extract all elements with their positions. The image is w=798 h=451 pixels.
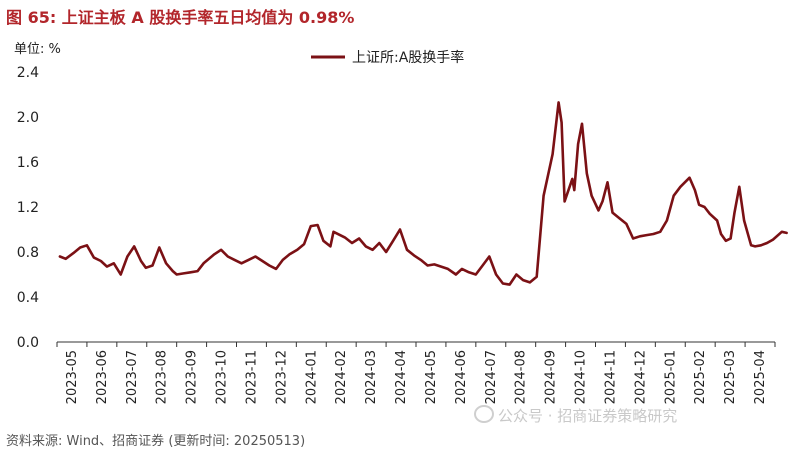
series-line: [58, 101, 788, 286]
x-tick-label: 2023-07: [125, 350, 140, 404]
x-tick-label: 2023-06: [95, 350, 110, 404]
x-tick-label: 2025-01: [663, 350, 678, 404]
wechat-icon: [474, 405, 494, 423]
x-tick-label: 2024-09: [544, 350, 559, 404]
x-tick-label: 2024-10: [574, 350, 589, 404]
y-axis: 0.0 0.4 0.8 1.2 1.6 2.0 2.4: [17, 65, 39, 351]
x-tick-label: 2023-11: [244, 350, 259, 404]
unit-label: 单位: %: [14, 42, 61, 57]
watermark-text: 公众号 · 招商证券策略研究: [498, 407, 678, 425]
x-tick-label: 2024-07: [484, 350, 499, 404]
x-tick-label: 2024-12: [633, 350, 648, 404]
x-axis: 2023-05 2023-06 2023-07 2023-08 2023-09 2023-…: [56, 341, 776, 404]
y-tick-label: 2.0: [17, 110, 39, 126]
x-tick-label: 2025-04: [753, 350, 768, 404]
x-tick-label: 2024-04: [394, 350, 409, 404]
x-tick-label: 2024-01: [304, 350, 319, 404]
x-tick-label: 2023-05: [65, 350, 80, 404]
x-tick-label: 2024-08: [514, 350, 529, 404]
x-tick-label: 2024-02: [334, 350, 349, 404]
x-tick-label: 2023-09: [185, 350, 200, 404]
legend-label: 上证所:A股换手率: [352, 49, 464, 66]
source-note: 资料来源: Wind、招商证券 (更新时间: 20250513): [6, 434, 306, 449]
x-tick-label: 2024-11: [603, 350, 618, 404]
x-tick-label: 2024-03: [364, 350, 379, 404]
x-tick-label: 2025-03: [723, 350, 738, 404]
y-tick-label: 2.4: [17, 65, 39, 81]
legend: 上证所:A股换手率: [311, 49, 464, 66]
x-tick-label: 2023-08: [155, 350, 170, 404]
plot-area: [58, 101, 788, 286]
chart-title: 图 65: 上证主板 A 股换手率五日均值为 0.98%: [6, 8, 355, 27]
watermark: 公众号 · 招商证券策略研究: [474, 405, 677, 426]
y-tick-label: 0.0: [17, 335, 39, 351]
x-tick-label: 2023-10: [215, 350, 230, 404]
y-tick-label: 1.2: [17, 200, 39, 216]
y-tick-label: 0.8: [17, 245, 39, 261]
x-tick-label: 2024-05: [424, 350, 439, 404]
y-tick-label: 0.4: [17, 290, 39, 306]
x-tick-label: 2025-02: [693, 350, 708, 404]
x-tick-label: 2024-06: [454, 350, 469, 404]
x-tick-label: 2023-12: [274, 350, 289, 404]
y-tick-label: 1.6: [17, 155, 39, 171]
